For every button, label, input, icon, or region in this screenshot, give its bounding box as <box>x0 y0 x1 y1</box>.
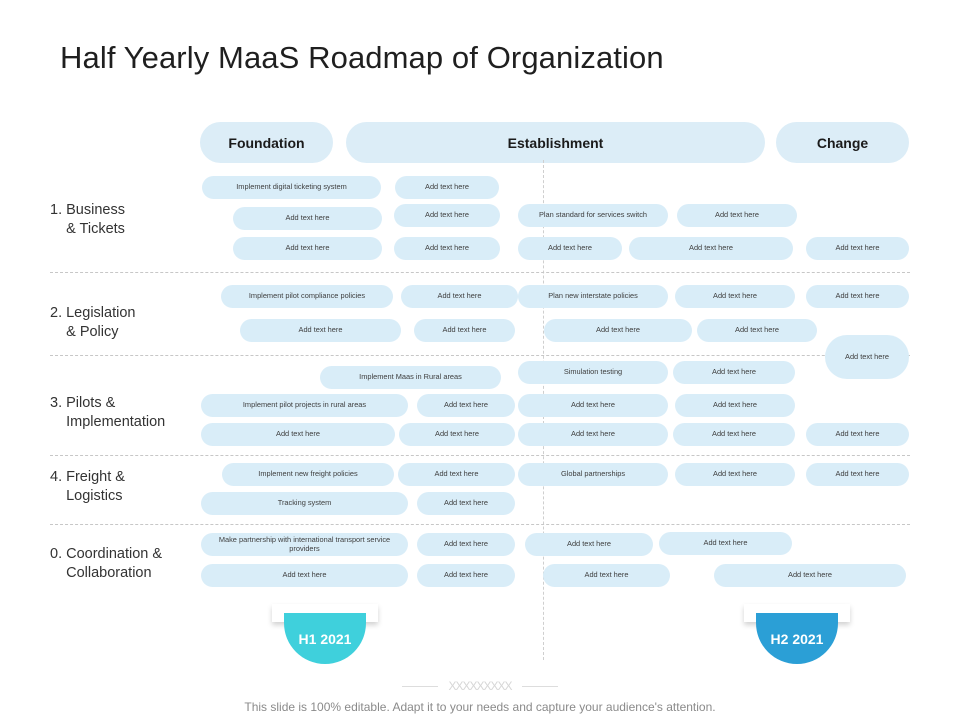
row-label-coordination-collaboration: 0. Coordination & Collaboration <box>50 546 163 581</box>
task-pill: Add text here <box>806 463 909 486</box>
task-pill: Add text here <box>673 361 795 384</box>
task-pill: Add text here <box>417 564 515 587</box>
footer-rule-left <box>402 685 439 687</box>
slide-title: Half Yearly MaaS Roadmap of Organization <box>60 40 664 75</box>
task-pill: Implement digital ticketing system <box>202 176 381 199</box>
task-pill: Add text here <box>543 564 670 587</box>
task-pill: Add text here <box>675 463 795 486</box>
task-pill: Add text here <box>240 319 401 342</box>
phase-foundation: Foundation <box>200 122 333 163</box>
task-pill: Add text here <box>714 564 906 587</box>
task-pill: Plan standard for services switch <box>518 204 668 227</box>
task-pill: Add text here <box>525 533 653 556</box>
task-pill: Add text here <box>233 237 382 260</box>
task-pill: Implement Maas in Rural areas <box>320 366 501 389</box>
row-divider <box>50 524 910 525</box>
task-pill: Add text here <box>394 204 500 227</box>
task-pill: Plan new interstate policies <box>518 285 668 308</box>
task-pill: Add text here <box>399 423 515 446</box>
row-label-business-tickets: 1. Business & Tickets <box>50 202 125 237</box>
h2-badge: H2 2021 <box>756 613 838 664</box>
task-pill: Add text here <box>201 564 408 587</box>
task-pill: Add text here <box>629 237 793 260</box>
task-pill: Implement pilot projects in rural areas <box>201 394 408 417</box>
h1-badge: H1 2021 <box>284 613 366 664</box>
footer-x-pattern: XXXXXXXXX <box>448 679 512 693</box>
task-pill: Add text here <box>806 237 909 260</box>
task-pill: Add text here <box>544 319 692 342</box>
row-label-freight-logistics: 4. Freight & Logistics <box>50 469 125 504</box>
footer-decoration: XXXXXXXXX <box>372 679 588 693</box>
task-pill: Add text here <box>675 285 795 308</box>
task-pill: Add text here <box>518 237 622 260</box>
task-pill: Add text here <box>518 423 668 446</box>
task-pill: Add text here <box>825 335 909 379</box>
task-pill: Global partnerships <box>518 463 668 486</box>
task-pill: Add text here <box>395 176 499 199</box>
phase-establishment: Establishment <box>346 122 765 163</box>
task-pill: Tracking system <box>201 492 408 515</box>
task-pill: Add text here <box>398 463 515 486</box>
task-pill: Add text here <box>518 394 668 417</box>
task-pill: Add text here <box>417 492 515 515</box>
task-pill: Add text here <box>394 237 500 260</box>
task-pill: Add text here <box>414 319 515 342</box>
task-pill: Add text here <box>659 532 792 555</box>
task-pill: Simulation testing <box>518 361 668 384</box>
row-label-legislation-policy: 2. Legislation & Policy <box>50 305 136 340</box>
row-label-pilots-implementation: 3. Pilots & Implementation <box>50 395 166 430</box>
row-divider <box>50 355 910 356</box>
footer-note: This slide is 100% editable. Adapt it to… <box>244 700 716 714</box>
footer-rule-right <box>521 685 558 687</box>
task-pill: Add text here <box>201 423 395 446</box>
task-pill: Add text here <box>401 285 518 308</box>
task-pill: Add text here <box>806 285 909 308</box>
task-pill: Add text here <box>675 394 795 417</box>
task-pill: Add text here <box>417 394 515 417</box>
task-pill: Add text here <box>417 533 515 556</box>
task-pill: Add text here <box>673 423 795 446</box>
task-pill: Make partnership with international tran… <box>201 533 408 556</box>
task-pill: Implement pilot compliance policies <box>221 285 393 308</box>
task-pill: Implement new freight policies <box>222 463 394 486</box>
row-divider <box>50 272 910 273</box>
task-pill: Add text here <box>677 204 797 227</box>
row-divider <box>50 455 910 456</box>
task-pill: Add text here <box>697 319 817 342</box>
task-pill: Add text here <box>806 423 909 446</box>
phase-change: Change <box>776 122 909 163</box>
task-pill: Add text here <box>233 207 382 230</box>
